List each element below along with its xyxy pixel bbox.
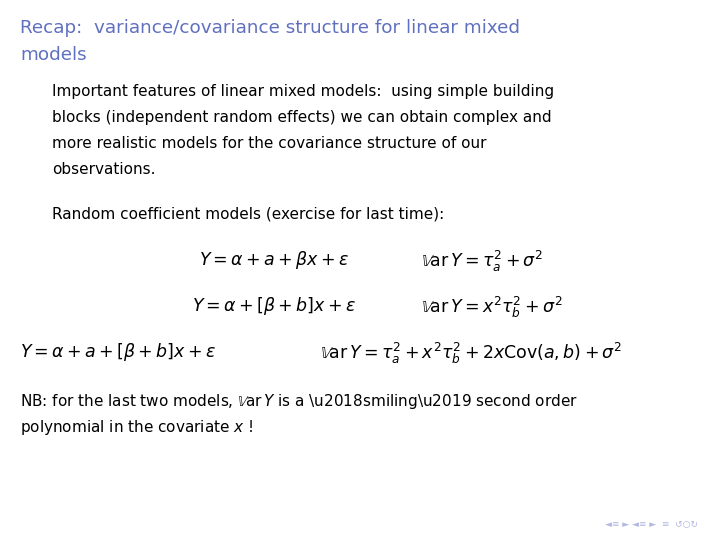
Text: models: models — [20, 46, 87, 64]
Text: $Y = \alpha + [\beta + b]x + \epsilon$: $Y = \alpha + [\beta + b]x + \epsilon$ — [192, 295, 356, 317]
Text: Recap:  variance/covariance structure for linear mixed: Recap: variance/covariance structure for… — [20, 19, 520, 37]
Text: polynomial in the covariate $x$ !: polynomial in the covariate $x$ ! — [20, 418, 253, 437]
Text: $\mathbb{V}\mathrm{ar}\,Y = \tau_a^2 + \sigma^2$: $\mathbb{V}\mathrm{ar}\,Y = \tau_a^2 + \… — [421, 249, 544, 274]
Text: ◄≡ ► ◄≡ ►  ≡  ↺○↻: ◄≡ ► ◄≡ ► ≡ ↺○↻ — [606, 520, 698, 529]
Text: NB: for the last two models, $\mathbb{V}\mathrm{ar}\,Y$ is a \u2018smiling\u2019: NB: for the last two models, $\mathbb{V}… — [20, 392, 578, 411]
Text: $\mathbb{V}\mathrm{ar}\,Y = x^2\tau_b^2 + \sigma^2$: $\mathbb{V}\mathrm{ar}\,Y = x^2\tau_b^2 … — [421, 295, 563, 320]
Text: $\mathbb{V}\mathrm{ar}\,Y = \tau_a^2 + x^2\tau_b^2 + 2x\mathrm{Cov}(a,b) + \sigm: $\mathbb{V}\mathrm{ar}\,Y = \tau_a^2 + x… — [320, 341, 623, 366]
Text: Random coefficient models (exercise for last time):: Random coefficient models (exercise for … — [52, 207, 444, 222]
Text: observations.: observations. — [52, 162, 156, 177]
Text: more realistic models for the covariance structure of our: more realistic models for the covariance… — [52, 136, 486, 151]
Text: $Y = \alpha + a + \beta x + \epsilon$: $Y = \alpha + a + \beta x + \epsilon$ — [199, 249, 348, 271]
Text: blocks (independent random effects) we can obtain complex and: blocks (independent random effects) we c… — [52, 110, 552, 125]
Text: $Y = \alpha + a + [\beta + b]x + \epsilon$: $Y = \alpha + a + [\beta + b]x + \epsilo… — [20, 341, 216, 363]
Text: Important features of linear mixed models:  using simple building: Important features of linear mixed model… — [52, 84, 554, 99]
